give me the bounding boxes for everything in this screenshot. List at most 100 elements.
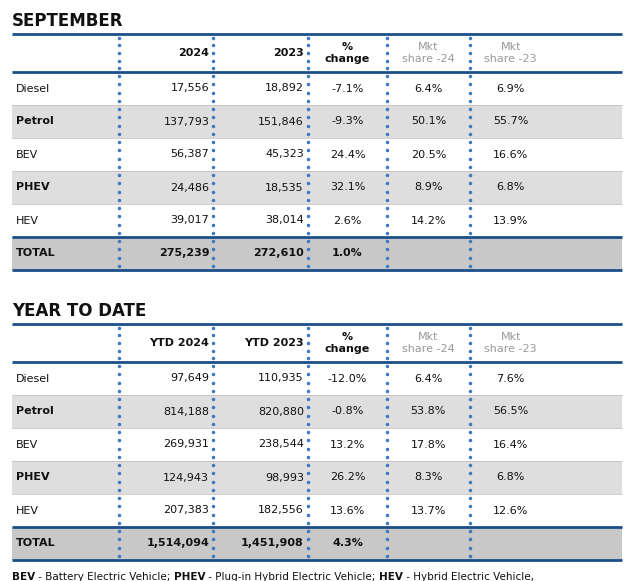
Bar [12,105,622,138]
Text: 16.6%: 16.6% [493,149,528,160]
Bar [12,204,622,237]
Text: HEV: HEV [16,505,39,515]
Text: 269,931: 269,931 [164,439,209,450]
Text: 238,544: 238,544 [258,439,304,450]
Text: 12.6%: 12.6% [493,505,528,515]
Text: 182,556: 182,556 [258,505,304,515]
Text: TOTAL: TOTAL [16,249,56,259]
Text: Mkt
share -23: Mkt share -23 [484,332,537,354]
Text: 24,486: 24,486 [171,182,209,192]
Text: 6.8%: 6.8% [496,182,525,192]
Text: YEAR TO DATE: YEAR TO DATE [12,302,146,320]
Text: SEPTEMBER: SEPTEMBER [12,12,124,30]
Text: BEV: BEV [12,572,35,581]
Text: 207,383: 207,383 [164,505,209,515]
Text: Mkt
share -23: Mkt share -23 [484,42,537,64]
Text: 56.5%: 56.5% [493,407,528,417]
Text: 18,892: 18,892 [265,84,304,94]
Text: 8.9%: 8.9% [414,182,443,192]
Bar [12,494,622,527]
Text: 18,535: 18,535 [265,182,304,192]
Text: 6.4%: 6.4% [414,84,443,94]
Bar [12,237,622,270]
Text: - Hybrid Electric Vehicle,: - Hybrid Electric Vehicle, [403,572,534,581]
Text: 45,323: 45,323 [265,149,304,160]
Text: 1,514,094: 1,514,094 [146,539,209,548]
Text: -7.1%: -7.1% [332,84,364,94]
Text: 13.2%: 13.2% [330,439,365,450]
Text: Petrol: Petrol [16,117,54,127]
Text: 50.1%: 50.1% [411,117,446,127]
Text: Petrol: Petrol [16,407,54,417]
Text: Diesel: Diesel [16,374,50,383]
Bar [12,324,622,362]
Text: 137,793: 137,793 [164,117,209,127]
Text: 26.2%: 26.2% [330,472,365,482]
Text: 7.6%: 7.6% [496,374,525,383]
Text: TOTAL: TOTAL [16,539,56,548]
Text: 17,556: 17,556 [171,84,209,94]
Text: 98,993: 98,993 [265,472,304,482]
Bar [12,527,622,560]
Text: 17.8%: 17.8% [411,439,446,450]
Text: Mkt
share -24: Mkt share -24 [402,332,455,354]
Text: 6.4%: 6.4% [414,374,443,383]
Text: 97,649: 97,649 [171,374,209,383]
Text: 1,451,908: 1,451,908 [241,539,304,548]
Text: %
change: % change [325,332,370,354]
Text: %
change: % change [325,42,370,64]
Text: 1.0%: 1.0% [332,249,363,259]
Text: -0.8%: -0.8% [332,407,364,417]
Text: YTD 2023: YTD 2023 [244,338,304,348]
Text: 13.9%: 13.9% [493,216,528,225]
Text: 814,188: 814,188 [164,407,209,417]
Text: 14.2%: 14.2% [411,216,446,225]
Bar [12,171,622,204]
Text: - Battery Electric Vehicle;: - Battery Electric Vehicle; [35,572,174,581]
Text: BEV: BEV [16,439,38,450]
Text: BEV: BEV [16,149,38,160]
Text: YTD 2024: YTD 2024 [150,338,209,348]
Text: 124,943: 124,943 [164,472,209,482]
Text: 39,017: 39,017 [171,216,209,225]
Text: Diesel: Diesel [16,84,50,94]
Bar [12,72,622,105]
Text: PHEV: PHEV [16,182,49,192]
Text: 6.9%: 6.9% [496,84,525,94]
Text: PHEV: PHEV [174,572,205,581]
Text: 272,610: 272,610 [253,249,304,259]
Text: 275,239: 275,239 [158,249,209,259]
Text: 2024: 2024 [178,48,209,58]
Text: 20.5%: 20.5% [411,149,446,160]
Text: 6.8%: 6.8% [496,472,525,482]
Text: -12.0%: -12.0% [328,374,367,383]
Text: 8.3%: 8.3% [414,472,443,482]
Text: 151,846: 151,846 [258,117,304,127]
Text: Mkt
share -24: Mkt share -24 [402,42,455,64]
Text: 2.6%: 2.6% [333,216,361,225]
Bar [12,428,622,461]
Text: 110,935: 110,935 [258,374,304,383]
Text: - Plug-in Hybrid Electric Vehicle;: - Plug-in Hybrid Electric Vehicle; [205,572,379,581]
Bar [12,34,622,72]
Bar [12,362,622,395]
Text: HEV: HEV [16,216,39,225]
Text: 24.4%: 24.4% [330,149,365,160]
Bar [12,395,622,428]
Text: 13.7%: 13.7% [411,505,446,515]
Text: 56,387: 56,387 [171,149,209,160]
Bar [12,138,622,171]
Bar [12,461,622,494]
Text: 32.1%: 32.1% [330,182,365,192]
Text: 4.3%: 4.3% [332,539,363,548]
Text: 13.6%: 13.6% [330,505,365,515]
Text: 55.7%: 55.7% [493,117,528,127]
Text: 820,880: 820,880 [258,407,304,417]
Text: 38,014: 38,014 [265,216,304,225]
Text: HEV: HEV [379,572,403,581]
Text: -9.3%: -9.3% [332,117,364,127]
Text: 16.4%: 16.4% [493,439,528,450]
Text: PHEV: PHEV [16,472,49,482]
Text: 2023: 2023 [273,48,304,58]
Text: 53.8%: 53.8% [411,407,446,417]
